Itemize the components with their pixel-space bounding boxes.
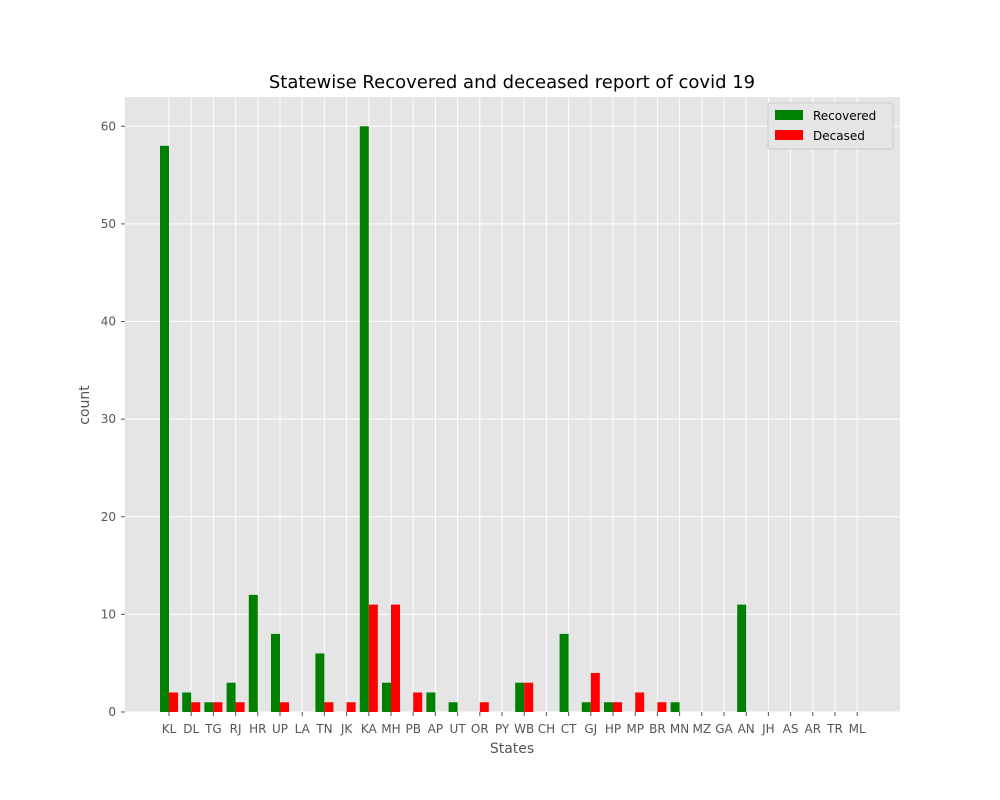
y-tick-label: 30 [101,412,116,426]
bar-recovered-an [737,604,747,712]
y-tick-label: 10 [101,607,116,621]
y-tick-label: 20 [101,510,116,524]
x-tick-label-la: LA [295,722,311,736]
bar-decased-tn [324,702,334,712]
legend: Recovered Decased [767,102,894,150]
bar-recovered-tn [315,653,325,712]
x-tick-label-gj: GJ [584,722,597,736]
bar-decased-mh [391,604,400,712]
x-tick-label-br: BR [649,722,666,736]
x-tick-label-tg: TG [204,722,222,736]
bar-decased-ka [368,604,378,712]
x-tick-label-pb: PB [405,722,420,736]
bar-recovered-up [271,633,280,712]
bar-recovered-dl [182,692,192,712]
x-tick-label-up: UP [272,722,288,736]
bar-decased-mp [635,692,645,712]
x-tick-label-hp: HP [605,722,621,736]
bar-recovered-hr [248,594,258,712]
bar-decased-or [479,702,489,712]
x-axis-label: States [490,741,534,757]
x-tick-label-mn: MN [670,722,689,736]
bar-decased-kl [169,692,178,712]
x-tick-label-dl: DL [183,722,199,736]
x-tick-label-wb: WB [514,722,534,736]
plot-background [125,97,900,712]
bar-recovered-hp [604,702,613,712]
x-tick-labels: KL DL TG RJ HR UP LA TN JK KA MH PB AP UT OR PY WB CH CT GJ… [162,712,866,736]
bar-recovered-ka [359,126,369,713]
bar-decased-rj [235,702,245,712]
x-tick-label-kl: KL [162,722,177,736]
y-axis-label: count [77,385,93,425]
grid [125,97,900,713]
bar-decased-br [657,702,667,712]
x-tick-label-mz: MZ [693,722,712,736]
bar-recovered-wb [515,682,525,712]
bar-recovered-tg [204,702,214,712]
x-tick-label-ch: CH [538,722,555,736]
bar-decased-jk [346,702,356,712]
bar-recovered-mn [670,702,680,712]
legend-label-recovered: Recovered [813,109,876,123]
x-tick-label-ka: KA [361,722,378,736]
bar-recovered-rj [226,682,236,712]
bars [160,126,747,713]
legend-swatch-recovered [775,110,803,120]
y-tick-label: 50 [101,217,116,231]
bar-recovered-mh [382,682,391,712]
x-tick-label-jk: JK [340,722,354,736]
x-tick-label-hr: HR [249,722,266,736]
x-tick-label-mp: MP [626,722,644,736]
x-tick-label-tn: TN [315,722,332,736]
x-tick-label-ml: ML [849,722,866,736]
x-tick-label-ap: AP [428,722,443,736]
y-tick-label: 0 [108,705,116,719]
bar-decased-pb [413,692,423,712]
legend-swatch-decased [775,130,803,140]
bar-recovered-ut [448,702,458,712]
x-tick-label-ct: CT [561,722,577,736]
bar-decased-hp [613,702,622,712]
x-tick-label-tr: TR [826,722,843,736]
x-tick-label-ga: GA [715,722,733,736]
bar-decased-wb [524,682,534,712]
y-tick-label: 60 [101,119,116,133]
y-tick-labels: 0 10 20 30 40 50 60 [101,119,125,719]
chart-title: Statewise Recovered and deceased report … [269,72,755,93]
x-tick-label-mh: MH [381,722,400,736]
x-tick-label-as: AS [783,722,799,736]
bar-decased-tg [213,702,223,712]
bar-recovered-gj [581,702,591,712]
x-tick-label-rj: RJ [230,722,242,736]
x-tick-label-ut: UT [450,722,467,736]
x-tick-label-or: OR [471,722,489,736]
bar-recovered-ct [559,633,569,712]
x-tick-label-ar: AR [805,722,822,736]
bar-recovered-kl [160,145,169,713]
bar-decased-dl [191,702,201,712]
x-tick-label-py: PY [495,722,510,736]
x-tick-label-an: AN [738,722,755,736]
y-tick-label: 40 [101,315,116,329]
x-tick-label-jh: JH [761,722,775,736]
bar-recovered-ap [426,692,436,712]
bar-decased-gj [590,672,600,712]
legend-label-decased: Decased [813,129,865,143]
bar-decased-up [280,702,289,712]
